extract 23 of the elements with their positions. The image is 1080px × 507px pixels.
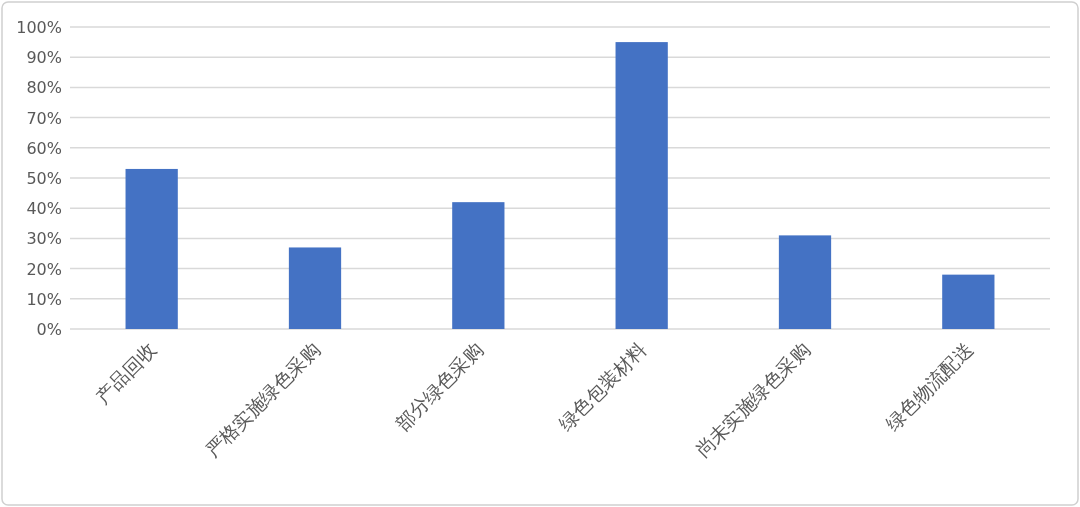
y-tick-label: 0% — [36, 320, 62, 339]
bar — [125, 168, 178, 329]
bar — [942, 274, 995, 329]
bar — [778, 235, 832, 329]
y-tick-label: 100% — [16, 18, 62, 37]
bar — [452, 202, 505, 329]
y-tick-label: 30% — [26, 229, 62, 249]
y-tick-label: 70% — [26, 108, 62, 128]
x-tick-label: 绿色物流配送 — [881, 338, 978, 435]
x-tick-label: 部分绿色采购 — [391, 338, 488, 435]
x-tick-label: 绿色包装材料 — [554, 338, 651, 435]
y-tick-label: 40% — [26, 199, 62, 219]
x-tick-label: 产品回收 — [91, 338, 161, 408]
y-tick-label: 80% — [26, 78, 62, 98]
y-tick-label: 60% — [26, 138, 62, 158]
x-tick-label: 严格实施绿色采购 — [200, 338, 324, 462]
bar — [288, 247, 342, 329]
y-tick-label: 20% — [26, 259, 62, 279]
bar — [615, 42, 668, 329]
y-tick-label: 10% — [26, 289, 62, 309]
y-tick-label: 50% — [26, 169, 62, 188]
y-tick-label: 90% — [26, 48, 62, 68]
x-tick-label: 尚未实施绿色采购 — [690, 338, 814, 462]
